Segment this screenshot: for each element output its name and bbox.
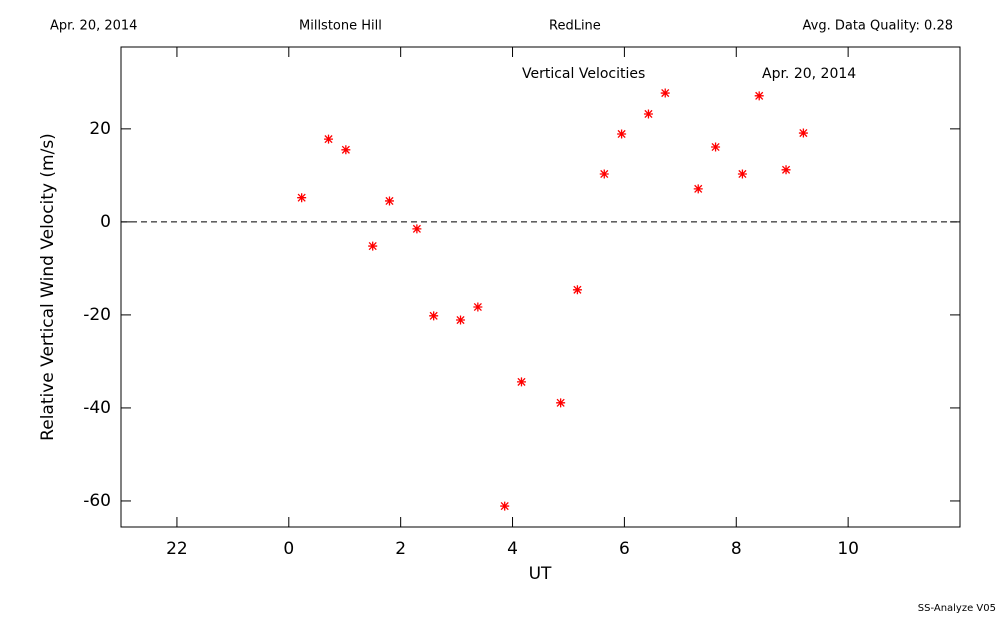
data-point: [599, 169, 609, 179]
data-point: [711, 142, 721, 152]
annotation: Apr. 20, 2014: [762, 66, 856, 82]
data-point: [781, 165, 791, 175]
y-tick-label: 0: [100, 212, 111, 232]
footer: SS-Analyze V05: [918, 603, 996, 614]
y-tick-label: -20: [83, 305, 111, 325]
data-point: [572, 285, 582, 295]
data-point: [368, 241, 378, 251]
y-tick-label: 20: [89, 119, 111, 139]
y-axis-label: Relative Vertical Wind Velocity (m/s): [38, 133, 58, 441]
plot-frame: [120, 46, 961, 528]
data-point: [473, 302, 483, 312]
header-date: Apr. 20, 2014: [50, 19, 137, 34]
data-point: [341, 145, 351, 155]
data-point: [754, 91, 764, 101]
x-tick-label: 6: [619, 539, 630, 559]
data-point: [429, 311, 439, 321]
data-point: [384, 196, 394, 206]
data-point: [617, 129, 627, 139]
data-point: [556, 398, 566, 408]
data-point: [660, 88, 670, 98]
data-point: [297, 193, 307, 203]
data-point: [737, 169, 747, 179]
x-tick-label: 22: [166, 539, 188, 559]
data-point: [412, 224, 422, 234]
annotation: Vertical Velocities: [522, 66, 645, 82]
data-point: [500, 501, 510, 511]
data-point: [643, 109, 653, 119]
data-point: [693, 184, 703, 194]
header-site: Millstone Hill: [299, 19, 382, 34]
y-tick-label: -60: [83, 491, 111, 511]
data-point: [516, 377, 526, 387]
x-axis-label: UT: [529, 564, 552, 584]
header-line: RedLine: [549, 19, 601, 34]
x-tick-label: 4: [507, 539, 518, 559]
x-tick-label: 2: [395, 539, 406, 559]
x-tick-label: 8: [731, 539, 742, 559]
x-tick-label: 10: [837, 539, 859, 559]
data-point: [798, 128, 808, 138]
x-tick-label: 0: [283, 539, 294, 559]
header-quality: Avg. Data Quality: 0.28: [803, 19, 953, 34]
y-tick-label: -40: [83, 398, 111, 418]
data-point: [456, 315, 466, 325]
data-point: [324, 134, 334, 144]
